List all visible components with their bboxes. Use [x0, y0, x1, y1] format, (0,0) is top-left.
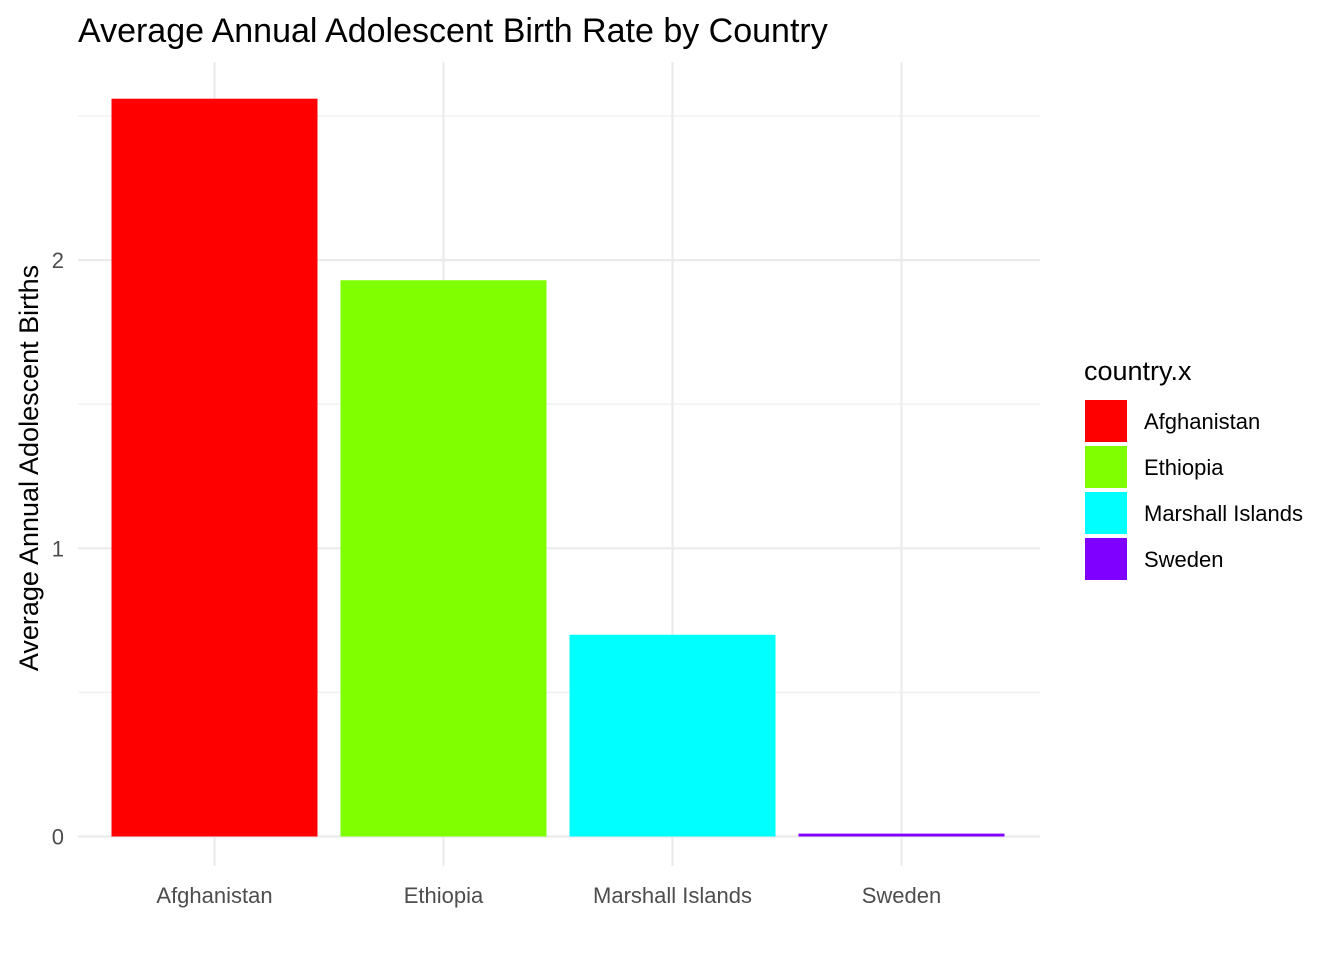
legend-label: Marshall Islands — [1144, 501, 1303, 526]
y-tick-label: 1 — [52, 536, 64, 561]
legend: country.x Afghanistan Ethiopia Marshall Is… — [1084, 356, 1303, 580]
bars — [111, 98, 1005, 837]
legend-key — [1085, 446, 1127, 488]
legend-label: Ethiopia — [1144, 455, 1224, 480]
legend-title: country.x — [1084, 356, 1192, 386]
bar-ethiopia — [340, 280, 547, 837]
x-tick-label: Ethiopia — [404, 883, 484, 908]
bar-sweden — [798, 833, 1005, 837]
legend-key — [1085, 492, 1127, 534]
bar-afghanistan — [111, 98, 318, 837]
legend-key — [1085, 538, 1127, 580]
x-tick-label: Afghanistan — [156, 883, 272, 908]
legend-key — [1085, 400, 1127, 442]
x-tick-label: Marshall Islands — [593, 883, 752, 908]
y-tick-label: 2 — [52, 248, 64, 273]
bar-marshall-islands — [569, 634, 776, 837]
legend-label: Sweden — [1144, 547, 1224, 572]
x-axis-ticks: Afghanistan Ethiopia Marshall Islands Swede… — [156, 883, 941, 908]
y-axis-title: Average Annual Adolescent Births — [14, 265, 44, 671]
y-tick-label: 0 — [52, 825, 64, 850]
y-axis-ticks: 0 1 2 — [52, 248, 64, 849]
x-tick-label: Sweden — [862, 883, 942, 908]
chart-title: Average Annual Adolescent Birth Rate by … — [78, 12, 828, 50]
legend-label: Afghanistan — [1144, 409, 1260, 434]
